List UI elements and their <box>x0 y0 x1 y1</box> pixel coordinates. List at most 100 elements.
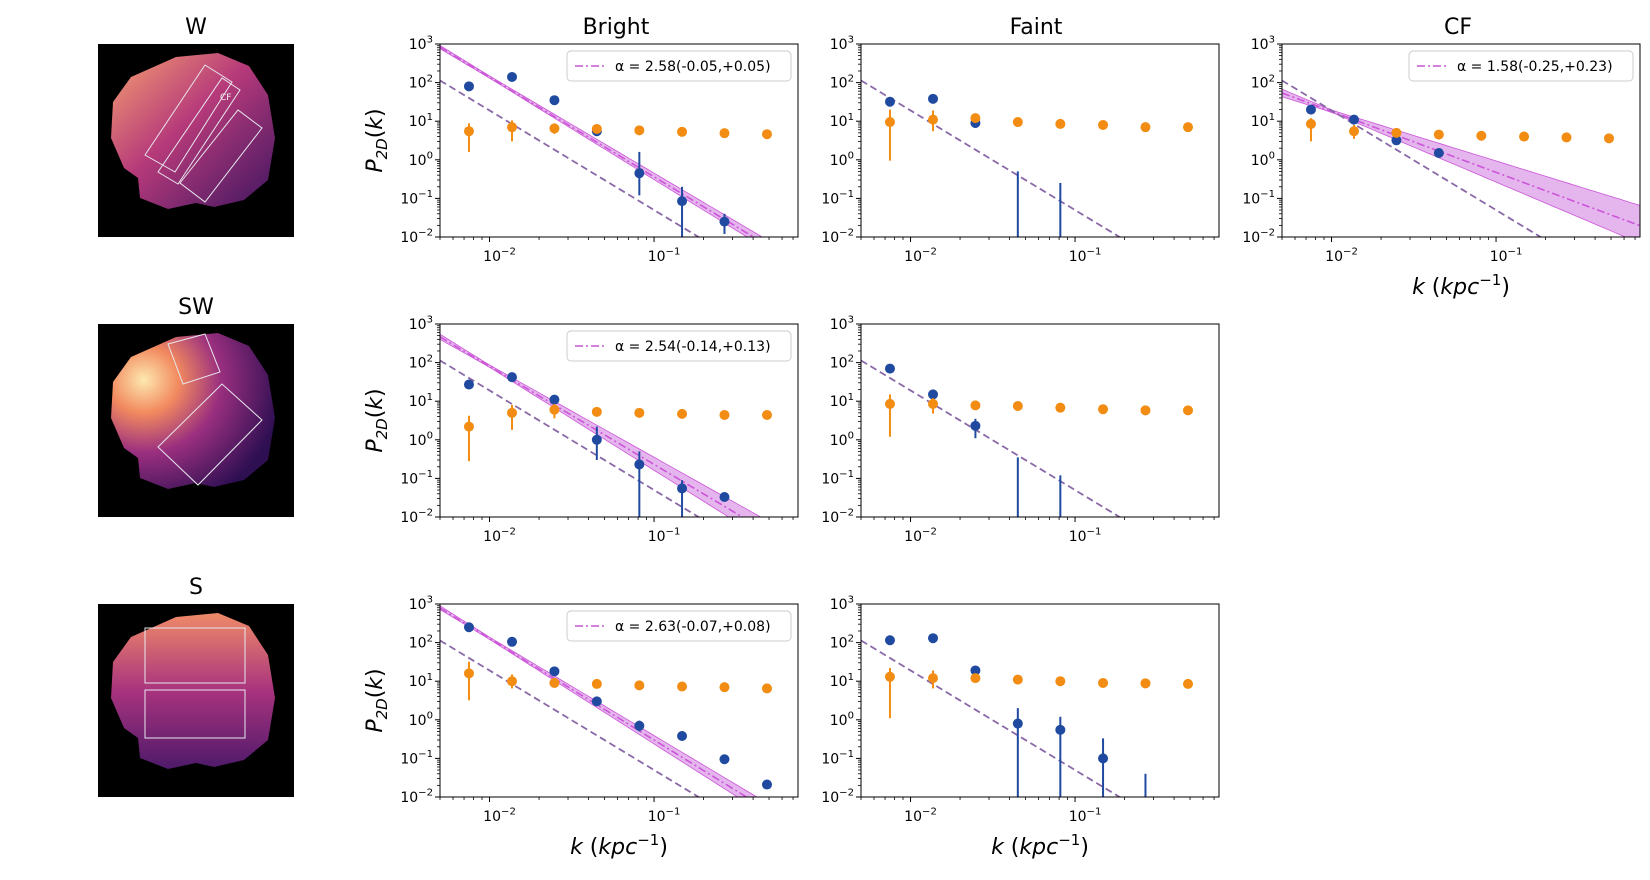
blue-point <box>970 665 981 676</box>
orange-point <box>970 113 981 124</box>
axes-frame <box>439 323 799 518</box>
orange-point <box>928 398 939 409</box>
y-tick-label: 10−1 <box>821 189 854 207</box>
blue-point <box>634 720 645 731</box>
orange-point <box>1305 118 1316 129</box>
legend-box <box>1408 50 1634 82</box>
orange-point <box>463 668 474 679</box>
xray-map-s <box>111 613 275 769</box>
y-tick-label: 103 <box>409 595 433 613</box>
y-tick-label: 10−2 <box>1242 228 1275 246</box>
panels: 10−2 10−1 100 101 102 103 10−2 10−1 P2D(k) α = 2.… <box>363 35 1641 860</box>
orange-point <box>762 129 773 140</box>
blue-point <box>463 379 474 390</box>
fit-band <box>1282 88 1640 237</box>
axes-frame <box>439 603 799 798</box>
blue-point <box>677 196 688 207</box>
orange-point <box>1012 401 1023 412</box>
orange-point <box>928 114 939 125</box>
orange-point <box>634 407 645 418</box>
x-tick-label: 10−1 <box>1069 527 1102 545</box>
y-tick-label: 103 <box>830 35 854 53</box>
blue-point <box>762 779 773 790</box>
legend-label: α = 2.63(-0.07,+0.08) <box>615 619 771 635</box>
y-tick-label: 102 <box>409 73 433 91</box>
blue-point <box>1391 135 1402 146</box>
panel-w-cf-plot-area <box>1282 79 1640 237</box>
orange-point <box>762 409 773 420</box>
y-tick-label: 100 <box>409 711 433 729</box>
y-tick-label: 10−1 <box>1242 189 1275 207</box>
orange-point <box>507 407 518 418</box>
orange-point <box>1098 404 1109 415</box>
x-tick-label: 10−1 <box>1069 807 1102 825</box>
legend-label: α = 2.58(-0.05,+0.05) <box>615 59 771 75</box>
y-tick-label: 100 <box>830 151 854 169</box>
orange-point <box>677 408 688 419</box>
orange-point <box>1098 119 1109 130</box>
y-tick-label: 101 <box>830 112 854 130</box>
x-tick-label: 10−1 <box>648 807 681 825</box>
x-tick-label: 10−2 <box>483 807 516 825</box>
blue-point <box>463 81 474 92</box>
fit-band <box>440 333 762 517</box>
panel-s-bright: 10−2 10−1 100 101 102 103 10−2 10−1 P2D(k) k (kpc… <box>363 595 799 860</box>
y-tick-label: 101 <box>409 392 433 410</box>
orange-point <box>1183 405 1194 416</box>
reference-line <box>861 359 1122 517</box>
panel-sw-bright-plot-area <box>440 333 773 517</box>
fit-band <box>440 45 763 237</box>
y-tick-label: 102 <box>830 633 854 651</box>
blue-point <box>591 696 602 707</box>
y-tick-label: 103 <box>830 315 854 333</box>
y-tick-label: 10−1 <box>821 749 854 767</box>
fit-line <box>440 336 744 517</box>
column-title-cf: CF <box>1444 15 1472 40</box>
blue-point <box>591 434 602 445</box>
y-tick-label: 100 <box>409 151 433 169</box>
orange-point <box>719 682 730 693</box>
orange-point <box>549 123 560 134</box>
orange-point <box>884 671 895 682</box>
y-tick-label: 103 <box>409 315 433 333</box>
panel-w-faint-plot-area <box>861 79 1194 237</box>
orange-point <box>1183 678 1194 689</box>
blue-point <box>719 216 730 227</box>
y-tick-label: 101 <box>409 672 433 690</box>
y-tick-label: 102 <box>409 633 433 651</box>
legend-label: α = 2.54(-0.14,+0.13) <box>615 339 771 355</box>
y-tick-label: 102 <box>409 353 433 371</box>
x-tick-label: 10−2 <box>904 247 937 265</box>
orange-point <box>1140 678 1151 689</box>
blue-point <box>507 71 518 82</box>
orange-point <box>463 421 474 432</box>
fit-line <box>440 607 748 797</box>
orange-point <box>928 673 939 684</box>
blue-point <box>549 95 560 106</box>
blue-point <box>1098 753 1109 764</box>
y-tick-label: 100 <box>409 431 433 449</box>
orange-point <box>463 126 474 137</box>
orange-point <box>884 117 895 128</box>
orange-point <box>1183 122 1194 133</box>
y-tick-label: 102 <box>1251 73 1275 91</box>
y-tick-label: 103 <box>1251 35 1275 53</box>
column-title-bright: Bright <box>583 15 650 40</box>
orange-point <box>677 126 688 137</box>
axes-frame <box>860 43 1220 238</box>
x-tick-label: 10−2 <box>1325 247 1358 265</box>
y-axis-label: P2D(k) <box>363 108 391 172</box>
x-axis-label: k (kpc−1) <box>1412 271 1510 300</box>
orange-point <box>507 122 518 133</box>
panel-w-bright-plot-area <box>440 45 773 237</box>
panel-s-faint: 10−2 10−1 100 101 102 103 10−2 10−1 k (kpc−1) <box>821 595 1220 860</box>
y-tick-label: 102 <box>830 73 854 91</box>
blue-point <box>634 459 645 470</box>
blue-point <box>677 731 688 742</box>
reference-line <box>861 79 1122 237</box>
panel-sw-bright: 10−2 10−1 100 101 102 103 10−2 10−1 P2D(k) α = 2.… <box>363 315 799 545</box>
axes-frame <box>860 603 1220 798</box>
reference-line <box>440 79 701 237</box>
blue-point <box>884 635 895 646</box>
y-tick-label: 10−2 <box>400 508 433 526</box>
